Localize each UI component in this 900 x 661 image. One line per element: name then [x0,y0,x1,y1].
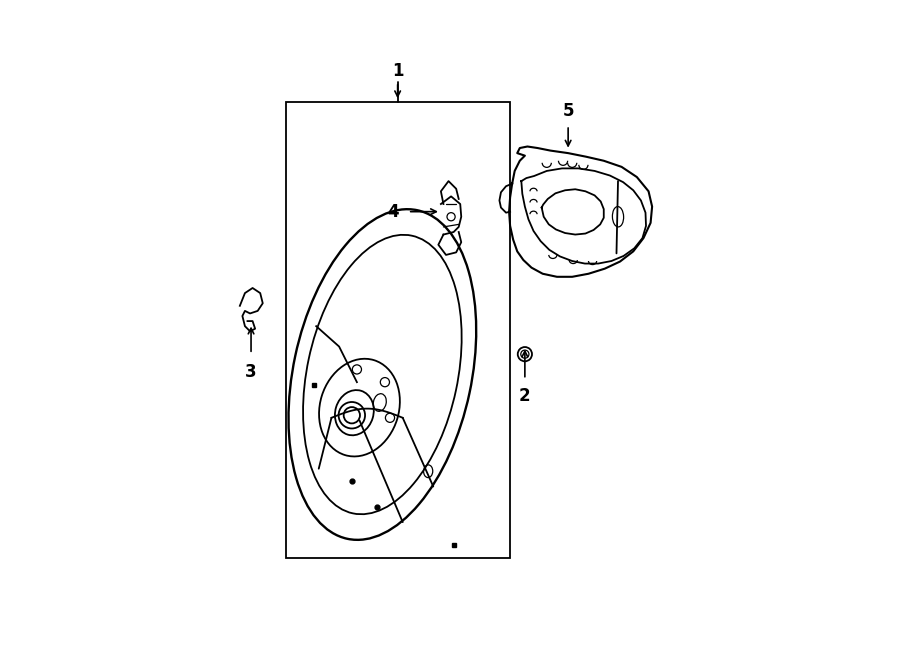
Bar [285,102,509,558]
Text: 3: 3 [245,363,256,381]
Text: 4: 4 [388,203,400,221]
Text: 2: 2 [519,387,531,405]
Text: 1: 1 [392,62,403,81]
Text: 5: 5 [562,102,574,120]
